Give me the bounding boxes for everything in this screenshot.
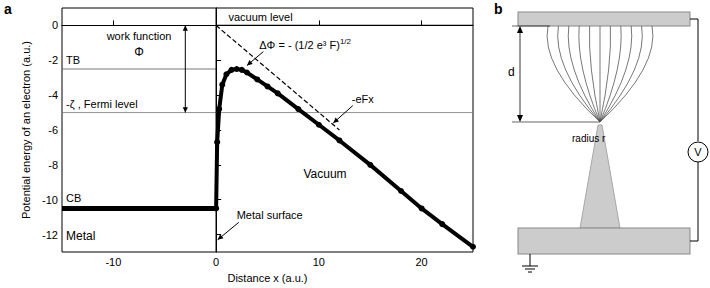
- svg-text:TB: TB: [66, 54, 80, 66]
- svg-text:0: 0: [52, 19, 58, 31]
- svg-text:Potential energy of an electro: Potential energy of an electron (a.u.): [20, 41, 32, 219]
- svg-text:a: a: [4, 1, 12, 17]
- svg-text:vacuum level: vacuum level: [228, 11, 292, 23]
- svg-text:CB: CB: [66, 192, 81, 204]
- svg-text:Distance x (a.u.): Distance x (a.u.): [227, 272, 307, 284]
- svg-text:0: 0: [213, 256, 219, 268]
- svg-text:radius r: radius r: [572, 133, 606, 144]
- svg-text:-10: -10: [105, 256, 121, 268]
- svg-text:-10: -10: [42, 194, 58, 206]
- svg-text:Metal surface: Metal surface: [237, 209, 303, 221]
- svg-text:-2: -2: [48, 54, 58, 66]
- svg-text:20: 20: [416, 256, 428, 268]
- svg-text:Φ: Φ: [134, 45, 144, 59]
- svg-text:d: d: [508, 65, 515, 79]
- svg-text:ΔΦ = - (1/2 e³ F): ΔΦ = - (1/2 e³ F): [259, 39, 340, 51]
- svg-text:1/2: 1/2: [340, 37, 352, 46]
- svg-text:work function: work function: [106, 30, 172, 42]
- svg-text:b: b: [494, 1, 503, 17]
- svg-text:10: 10: [313, 256, 325, 268]
- svg-text:-6: -6: [48, 124, 58, 136]
- svg-text:Metal: Metal: [66, 229, 95, 243]
- svg-text:-4: -4: [48, 89, 58, 101]
- svg-text:V: V: [694, 146, 702, 158]
- svg-text:-12: -12: [42, 229, 58, 241]
- svg-text:-ζ , Fermi level: -ζ , Fermi level: [66, 98, 137, 110]
- svg-text:Vacuum: Vacuum: [303, 167, 346, 181]
- svg-text:-eFx: -eFx: [352, 93, 375, 105]
- svg-text:-8: -8: [48, 159, 58, 171]
